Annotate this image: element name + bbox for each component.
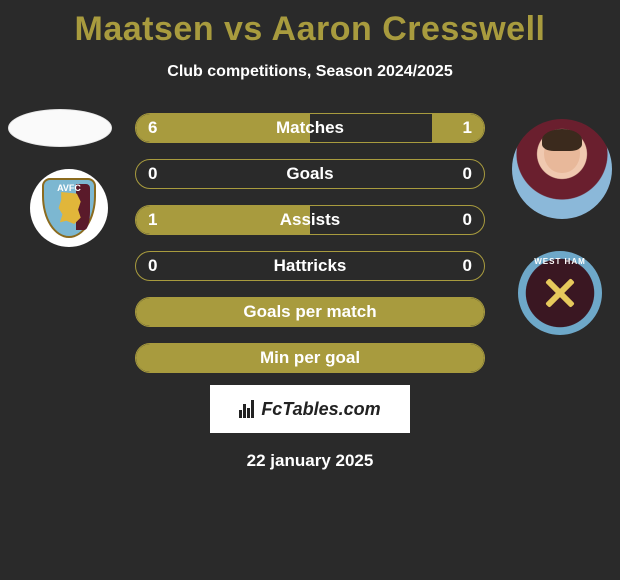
stat-value-right: 0 bbox=[463, 164, 472, 184]
stat-row: Goals per match bbox=[135, 297, 485, 327]
westham-abbrev: WEST HAM bbox=[520, 257, 600, 266]
stat-value-left: 0 bbox=[148, 256, 157, 276]
stat-label: Matches bbox=[276, 118, 344, 138]
stat-fill-right bbox=[432, 114, 484, 142]
player-left-photo bbox=[8, 109, 112, 147]
avfc-shield-icon: AVFC bbox=[42, 178, 96, 238]
avfc-abbrev: AVFC bbox=[44, 183, 94, 193]
club-badge-right: WEST HAM bbox=[518, 251, 602, 335]
stat-row: 1 0 Assists bbox=[135, 205, 485, 235]
stat-value-left: 1 bbox=[148, 210, 157, 230]
stat-value-left: 0 bbox=[148, 164, 157, 184]
stat-row: 0 0 Hattricks bbox=[135, 251, 485, 281]
stat-label: Min per goal bbox=[260, 348, 360, 368]
comparison-area: AVFC WEST HAM 6 1 Matches 0 0 Goals 1 0 Assists 0… bbox=[0, 105, 620, 385]
stat-label: Goals bbox=[286, 164, 333, 184]
stat-row: 0 0 Goals bbox=[135, 159, 485, 189]
hammers-icon bbox=[540, 273, 580, 313]
brand-text: FcTables.com bbox=[261, 399, 380, 420]
page-title: Maatsen vs Aaron Cresswell bbox=[0, 0, 620, 49]
club-badge-left: AVFC bbox=[30, 169, 108, 247]
stat-rows: 6 1 Matches 0 0 Goals 1 0 Assists 0 0 Hattricks Goal… bbox=[135, 113, 485, 389]
stat-row: Min per goal bbox=[135, 343, 485, 373]
stat-label: Goals per match bbox=[243, 302, 376, 322]
stat-value-left: 6 bbox=[148, 118, 157, 138]
avfc-lion-icon bbox=[56, 192, 82, 224]
bar-chart-icon bbox=[239, 400, 255, 418]
stat-label: Assists bbox=[280, 210, 340, 230]
date-line: 22 january 2025 bbox=[0, 451, 620, 471]
player-right-photo bbox=[512, 119, 612, 219]
stat-row: 6 1 Matches bbox=[135, 113, 485, 143]
stat-value-right: 1 bbox=[463, 118, 472, 138]
page-subtitle: Club competitions, Season 2024/2025 bbox=[0, 63, 620, 81]
stat-value-right: 0 bbox=[463, 256, 472, 276]
fctables-brand: FcTables.com bbox=[210, 385, 410, 433]
stat-label: Hattricks bbox=[274, 256, 347, 276]
stat-value-right: 0 bbox=[463, 210, 472, 230]
